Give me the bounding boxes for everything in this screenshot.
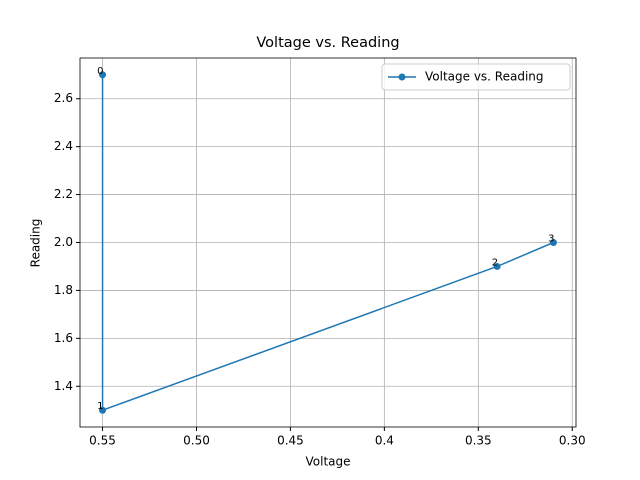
y-tick-label: 1.8 [54,283,73,297]
y-tick-label: 2.2 [54,187,73,201]
y-tick-label: 1.6 [54,331,73,345]
x-tick-label: 0.50 [183,434,210,448]
plot-frame [79,57,577,428]
y-tick-label: 1.4 [54,379,73,393]
x-tick-label: 0.4 [375,434,394,448]
y-axis-label: Reading [29,219,43,268]
legend-box [381,63,571,91]
y-tick-label: 2.4 [54,139,73,153]
data-point [99,406,107,414]
data-line [101,74,554,412]
x-tick-label: 0.55 [89,434,116,448]
data-point [549,239,557,246]
x-tick-label: 0.30 [559,434,586,448]
legend-marker [398,73,406,81]
legend: Voltage vs. Reading [381,63,571,91]
data-point [99,71,107,79]
legend-label: Voltage vs. Reading [425,70,544,84]
x-tick-label: 0.35 [465,434,492,448]
point-label: 3 [548,234,554,245]
point-label: 2 [492,257,498,268]
y-tick-label: 2.6 [54,91,73,105]
y-tick-label: 2.0 [54,235,73,249]
x-axis-label: Voltage [305,455,350,469]
point-label: 0 [97,66,103,77]
x-tick-label: 0.45 [277,434,304,448]
chart-title: Voltage vs. Reading [256,35,399,51]
point-label: 1 [97,401,103,412]
data-point [493,262,501,270]
